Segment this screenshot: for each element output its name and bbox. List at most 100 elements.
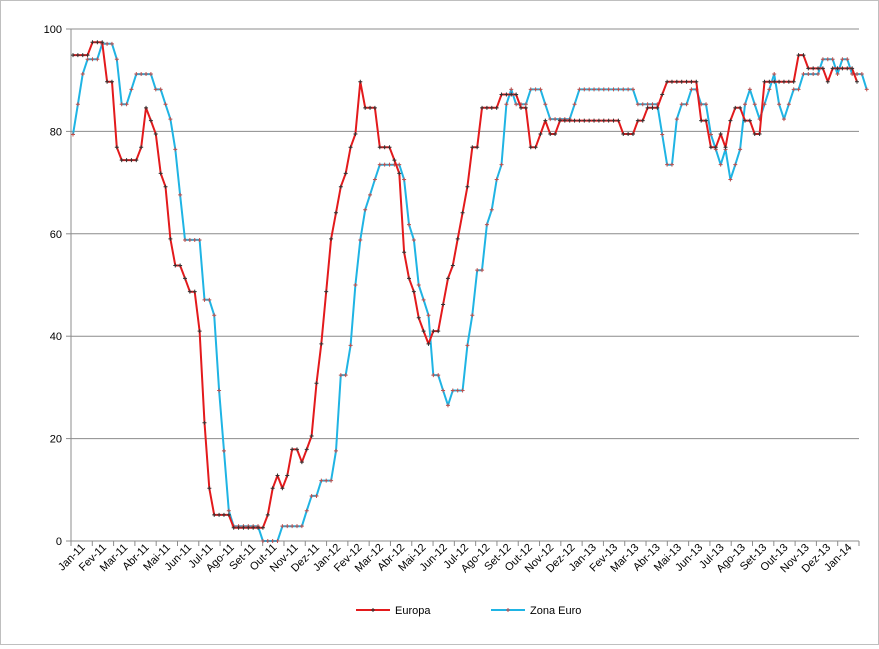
- data-point: [309, 493, 314, 498]
- data-point: [290, 447, 295, 452]
- data-point: [192, 237, 197, 242]
- data-point: [650, 102, 655, 107]
- data-point: [187, 289, 192, 294]
- data-point: [470, 313, 475, 318]
- data-point: [562, 118, 567, 123]
- data-point: [494, 177, 499, 182]
- data-point: [343, 171, 348, 176]
- data-point: [178, 263, 183, 268]
- data-point: [280, 486, 285, 491]
- data-point: [830, 66, 835, 71]
- data-point: [402, 250, 407, 255]
- data-point: [319, 478, 324, 483]
- data-point: [90, 40, 95, 45]
- data-point: [635, 102, 640, 107]
- data-point: [290, 524, 295, 529]
- data-point: [504, 102, 509, 107]
- data-point: [772, 79, 777, 84]
- legend-label: Zona Euro: [530, 605, 581, 617]
- data-point: [704, 102, 709, 107]
- data-point: [777, 79, 782, 84]
- data-point: [348, 343, 353, 348]
- data-point: [397, 162, 402, 167]
- data-point: [304, 508, 309, 513]
- data-point: [450, 263, 455, 268]
- data-point: [514, 92, 519, 97]
- data-point: [859, 72, 864, 77]
- data-point: [158, 87, 163, 92]
- data-point: [221, 448, 226, 453]
- data-point: [781, 117, 786, 122]
- data-point: [548, 131, 553, 136]
- data-point: [431, 373, 436, 378]
- data-point: [217, 388, 222, 393]
- data-point: [144, 72, 149, 77]
- legend-item: Europa: [356, 605, 431, 617]
- data-point: [275, 539, 280, 543]
- data-point: [450, 388, 455, 393]
- data-point: [100, 40, 105, 45]
- data-point: [830, 57, 835, 62]
- data-point: [183, 237, 187, 242]
- data-point: [616, 118, 621, 123]
- legend-marker: [371, 608, 375, 612]
- data-point: [533, 87, 538, 92]
- data-point: [845, 66, 850, 71]
- data-point: [324, 478, 329, 483]
- data-point: [674, 79, 679, 84]
- data-point: [767, 79, 772, 84]
- data-point: [304, 447, 309, 452]
- data-point: [855, 79, 859, 84]
- data-point: [820, 57, 825, 62]
- data-point: [796, 87, 801, 92]
- data-point: [611, 87, 616, 92]
- data-point: [694, 79, 699, 84]
- data-point: [689, 87, 694, 92]
- data-point: [85, 53, 90, 58]
- data-point: [713, 145, 718, 150]
- data-point: [645, 105, 650, 110]
- data-point: [606, 118, 611, 123]
- data-point: [270, 486, 275, 491]
- data-point: [548, 117, 553, 122]
- data-point: [738, 105, 743, 110]
- y-tick-label: 20: [50, 434, 62, 446]
- data-point: [752, 102, 757, 107]
- data-point: [441, 388, 446, 393]
- data-point: [484, 105, 489, 110]
- data-point: [109, 79, 114, 84]
- data-point: [134, 72, 139, 77]
- data-point: [669, 162, 674, 167]
- data-point: [329, 478, 334, 483]
- data-point: [816, 66, 821, 71]
- data-point: [665, 79, 670, 84]
- data-point: [95, 57, 100, 62]
- y-tick-label: 40: [50, 331, 62, 343]
- data-point: [801, 53, 806, 58]
- data-point: [708, 145, 713, 150]
- data-point: [743, 118, 747, 123]
- data-point: [645, 102, 650, 107]
- data-point: [747, 87, 752, 92]
- data-point: [71, 53, 75, 58]
- data-point: [241, 525, 246, 530]
- data-point: [153, 131, 158, 136]
- data-point: [329, 236, 334, 241]
- data-point: [523, 105, 528, 110]
- data-point: [543, 118, 548, 123]
- data-point: [251, 525, 256, 530]
- data-point: [553, 131, 558, 136]
- data-point: [144, 105, 149, 110]
- legend: Europa Zona Euro: [356, 605, 581, 617]
- data-point: [786, 102, 791, 107]
- data-point: [509, 87, 514, 92]
- data-point: [616, 87, 621, 92]
- data-point: [139, 72, 144, 77]
- data-point: [109, 41, 114, 46]
- data-point: [436, 373, 441, 378]
- data-point: [626, 87, 631, 92]
- data-point: [743, 102, 747, 107]
- data-point: [587, 87, 592, 92]
- data-point: [699, 118, 704, 123]
